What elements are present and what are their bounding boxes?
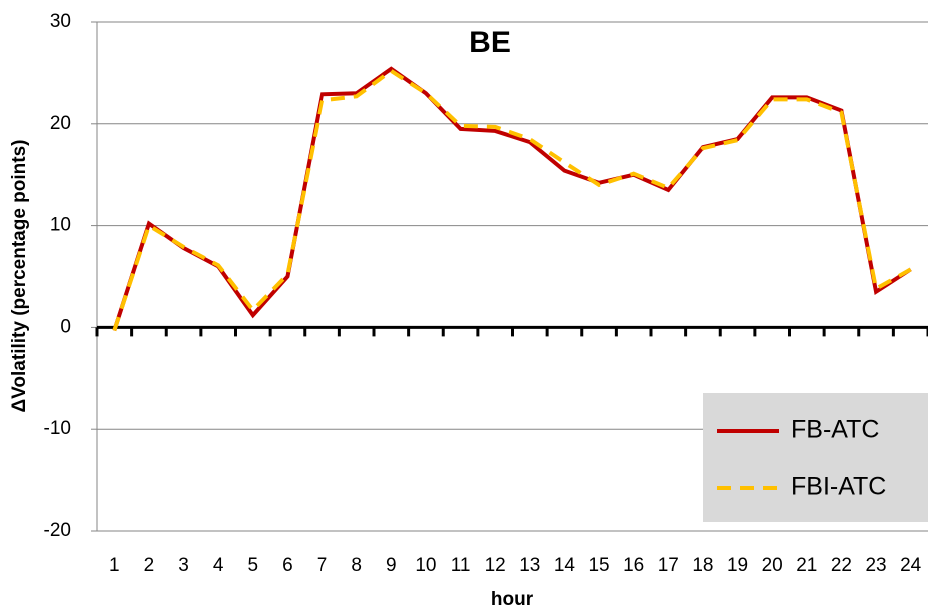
x-tick-label: 4 bbox=[213, 555, 224, 576]
x-tick-label: 21 bbox=[796, 555, 817, 576]
x-tick-label: 20 bbox=[762, 555, 783, 576]
y-tick-label: 30 bbox=[50, 11, 71, 32]
x-tick-label: 15 bbox=[588, 555, 609, 576]
y-tick-label: -20 bbox=[44, 520, 71, 541]
y-tick-label: 0 bbox=[60, 316, 71, 337]
x-tick-label: 19 bbox=[727, 555, 748, 576]
series-line bbox=[112, 66, 912, 332]
x-tick-label: 6 bbox=[282, 555, 293, 576]
x-tick-label: 13 bbox=[519, 555, 540, 576]
x-tick-label: 5 bbox=[248, 555, 259, 576]
y-tick-label: -10 bbox=[44, 418, 71, 439]
legend-label: FB-ATC bbox=[791, 416, 879, 444]
x-tick-label: 11 bbox=[451, 555, 471, 576]
x-tick-label: 8 bbox=[351, 555, 362, 576]
y-tick-label: 10 bbox=[50, 215, 71, 236]
x-tick-label: 9 bbox=[386, 555, 397, 576]
y-tick-label: 20 bbox=[50, 113, 71, 134]
x-tick-label: 14 bbox=[554, 555, 576, 576]
x-axis-label: hour bbox=[491, 589, 534, 610]
legend-label: FBI-ATC bbox=[791, 473, 886, 501]
x-tick-label: 16 bbox=[623, 555, 644, 576]
x-tick-label: 22 bbox=[831, 555, 852, 576]
y-axis-label: ΔVolatility (percentage points) bbox=[9, 139, 30, 412]
x-tick-label: 7 bbox=[317, 555, 328, 576]
x-tick-label: 12 bbox=[485, 555, 506, 576]
series-line bbox=[112, 68, 912, 332]
x-tick-label: 3 bbox=[178, 555, 189, 576]
x-tick-label: 10 bbox=[415, 555, 436, 576]
legend-box bbox=[703, 393, 928, 522]
x-tick-label: 17 bbox=[658, 555, 679, 576]
x-tick-label: 23 bbox=[865, 555, 886, 576]
x-tick-label: 18 bbox=[692, 555, 713, 576]
chart-title: BE bbox=[469, 26, 511, 59]
x-tick-label: 24 bbox=[900, 555, 922, 576]
x-tick-label: 1 bbox=[109, 555, 120, 576]
x-tick-label: 2 bbox=[144, 555, 155, 576]
